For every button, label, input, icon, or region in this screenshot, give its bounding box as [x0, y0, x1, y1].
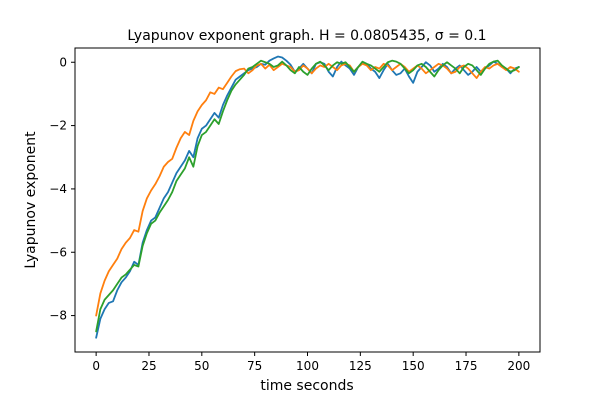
axes-layer: 0 25 50 75 100 125 150 175 200 −8 −6 −4 −2 0	[49, 47, 541, 373]
x-tick-label: 50	[194, 359, 209, 373]
y-tick-label: −8	[49, 309, 67, 323]
x-axis-label: time seconds	[260, 378, 353, 394]
y-tick-label: −6	[49, 245, 67, 259]
x-tick-label: 175	[455, 359, 478, 373]
x-tick-label: 125	[349, 359, 372, 373]
y-tick-label: 0	[59, 55, 67, 69]
series-line-3	[95, 59, 520, 333]
x-tick-label: 75	[247, 359, 262, 373]
y-tick-label: −4	[49, 182, 67, 196]
x-tick-label: 100	[296, 359, 319, 373]
x-tick-label: 25	[141, 359, 156, 373]
chart-title: Lyapunov exponent graph. H = 0.0805435, …	[127, 28, 486, 44]
plot-area	[95, 55, 520, 339]
series-line-2	[95, 62, 520, 317]
y-tick-label: −2	[49, 119, 67, 133]
x-tick-label: 0	[92, 359, 100, 373]
x-tick-label: 150	[402, 359, 425, 373]
y-axis-label: Lyapunov exponent	[23, 131, 39, 269]
x-tick-label: 200	[507, 359, 530, 373]
